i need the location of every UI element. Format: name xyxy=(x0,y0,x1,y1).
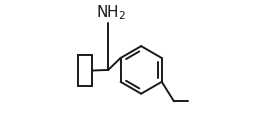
Text: NH$_2$: NH$_2$ xyxy=(96,3,126,22)
